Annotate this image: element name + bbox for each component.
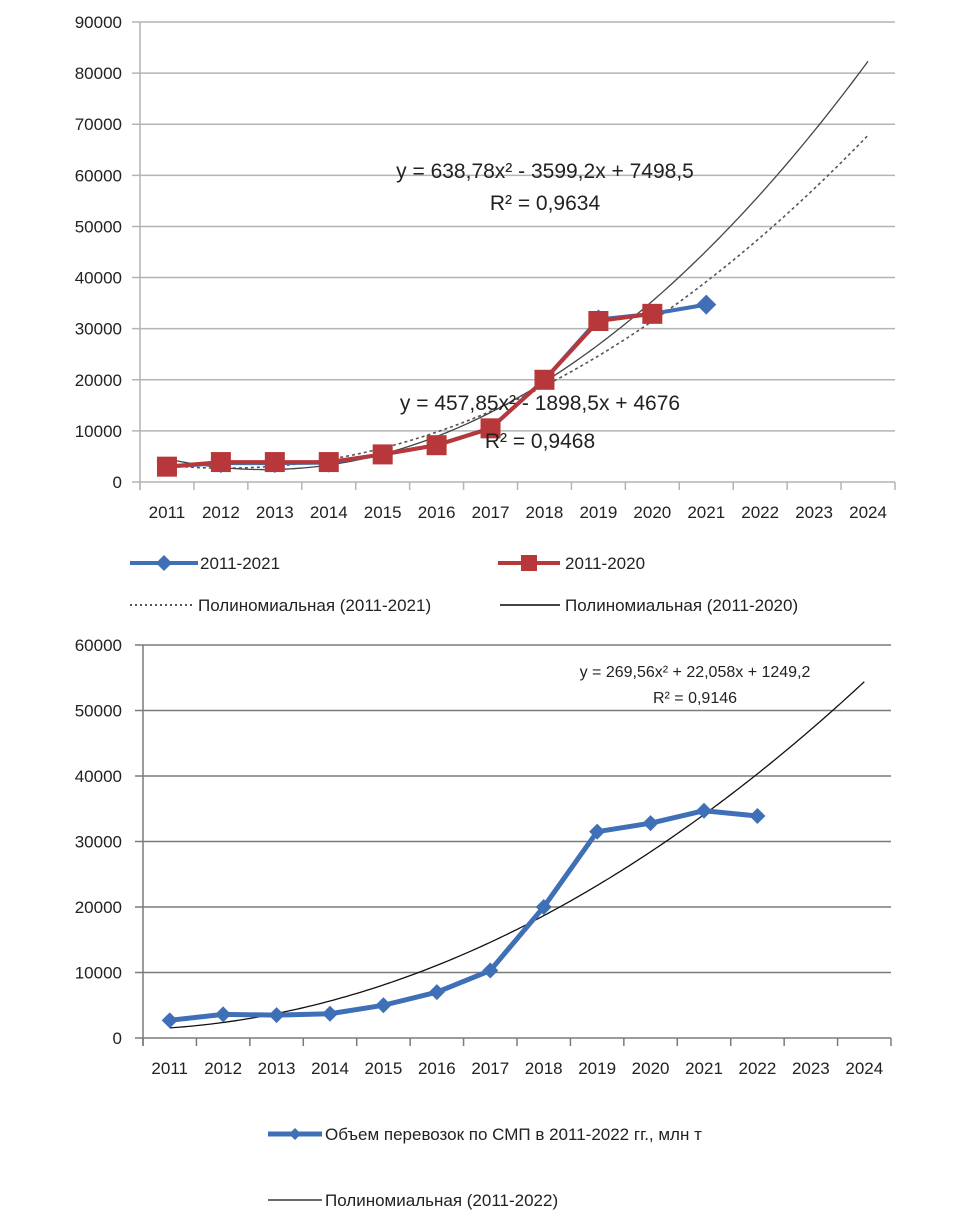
x-tick-label: 2014 [311, 1059, 349, 1078]
legend-swatch-marker [156, 555, 172, 571]
legend-item: 2011-2020 [498, 554, 645, 573]
legend-item: Объем перевозок по СМП в 2011-2022 гг., … [268, 1125, 702, 1144]
y-tick-label: 50000 [75, 217, 122, 236]
x-tick-label: 2021 [687, 503, 725, 522]
x-tick-label: 2022 [741, 503, 779, 522]
x-tick-label: 2016 [418, 503, 456, 522]
x-tick-label: 2015 [365, 1059, 403, 1078]
data-point-marker [318, 452, 339, 473]
trendline-equation: y = 269,56x² + 22,058x + 1249,2 [580, 664, 811, 681]
legend-label: 2011-2021 [200, 554, 280, 573]
x-tick-label: 2022 [739, 1059, 777, 1078]
data-point-marker [535, 899, 552, 915]
x-tick-label: 2020 [632, 1059, 670, 1078]
legend-label: Полиномиальная (2011-2022) [325, 1191, 558, 1210]
trendline-r-squared: R² = 0,9146 [653, 690, 737, 707]
legend-item: 2011-2021 [130, 554, 280, 573]
y-tick-label: 20000 [75, 898, 122, 917]
data-point-marker [480, 418, 501, 439]
x-tick-label: 2018 [526, 503, 564, 522]
legend-swatch-marker [289, 1128, 301, 1140]
data-point-marker [696, 802, 712, 819]
data-point-marker [642, 815, 659, 832]
x-tick-label: 2014 [310, 503, 348, 522]
y-tick-label: 10000 [75, 964, 122, 983]
data-point-marker [426, 435, 447, 456]
x-tick-label: 2015 [364, 503, 402, 522]
series-line [169, 808, 758, 1023]
data-point-marker [322, 1005, 338, 1022]
trendline [169, 681, 865, 1029]
legend-item: Полиномиальная (2011-2022) [268, 1191, 558, 1210]
trendline-r-squared: R² = 0,9634 [490, 192, 601, 215]
y-tick-label: 10000 [75, 422, 122, 441]
data-point-marker [375, 997, 392, 1014]
data-point-marker [264, 452, 285, 473]
data-point-marker [428, 984, 445, 1001]
data-point-marker [749, 807, 766, 824]
legend-swatch-marker [521, 555, 537, 571]
data-point-marker [372, 444, 393, 465]
data-point-marker [156, 456, 177, 477]
x-tick-label: 2011 [151, 1059, 188, 1078]
legend-label: Объем перевозок по СМП в 2011-2022 гг., … [325, 1125, 702, 1144]
data-point-marker [161, 1012, 178, 1029]
x-tick-label: 2011 [149, 503, 186, 522]
data-point-marker [482, 962, 499, 979]
data-point-marker [534, 369, 555, 390]
x-tick-label: 2024 [849, 503, 887, 522]
x-tick-label: 2018 [525, 1059, 563, 1078]
x-tick-label: 2012 [202, 503, 240, 522]
x-tick-label: 2013 [256, 503, 294, 522]
trendline-equation: y = 457,85x² - 1898,5x + 4676 [400, 392, 680, 415]
x-tick-label: 2012 [204, 1059, 242, 1078]
data-point-marker [215, 1006, 232, 1023]
x-tick-label: 2013 [258, 1059, 296, 1078]
trendline-r-squared: R² = 0,9468 [485, 430, 595, 453]
x-tick-label: 2023 [795, 503, 833, 522]
trendline-equation: y = 638,78x² - 3599,2x + 7498,5 [396, 160, 694, 183]
y-tick-label: 80000 [75, 64, 122, 83]
y-tick-label: 90000 [75, 13, 122, 32]
x-tick-label: 2017 [471, 1059, 509, 1078]
x-tick-label: 2023 [792, 1059, 830, 1078]
y-tick-label: 20000 [75, 371, 122, 390]
data-point-marker [210, 452, 231, 473]
x-tick-label: 2019 [578, 1059, 616, 1078]
y-tick-label: 60000 [75, 166, 122, 185]
y-tick-label: 60000 [75, 636, 122, 655]
legend-item: Полиномиальная (2011-2020) [500, 596, 798, 615]
trendline [166, 134, 869, 469]
x-tick-label: 2021 [685, 1059, 723, 1078]
data-point-marker [589, 823, 606, 840]
series-line [166, 311, 653, 469]
y-tick-label: 0 [113, 1029, 122, 1048]
data-point-marker [268, 1007, 285, 1024]
y-tick-label: 70000 [75, 115, 122, 134]
legend-item: Полиномиальная (2011-2021) [130, 596, 431, 615]
y-tick-label: 50000 [75, 702, 122, 721]
x-tick-label: 2016 [418, 1059, 456, 1078]
y-tick-label: 0 [113, 473, 122, 492]
data-point-marker [696, 294, 717, 315]
legend-label: Полиномиальная (2011-2020) [565, 596, 798, 615]
x-tick-label: 2017 [472, 503, 510, 522]
legend-label: 2011-2020 [565, 554, 645, 573]
x-tick-label: 2019 [579, 503, 617, 522]
y-tick-label: 40000 [75, 269, 122, 288]
y-tick-label: 30000 [75, 833, 122, 852]
top-chart: 0 10000 20000 30000 40000 50000 60000 70000 8000… [75, 13, 896, 615]
y-tick-label: 40000 [75, 767, 122, 786]
data-point-marker [642, 303, 663, 324]
legend-label: Полиномиальная (2011-2021) [198, 596, 431, 615]
y-tick-label: 30000 [75, 320, 122, 339]
data-point-marker [588, 311, 609, 331]
x-tick-label: 2020 [633, 503, 671, 522]
x-tick-label: 2024 [845, 1059, 883, 1078]
bottom-chart: 0 10000 20000 30000 40000 50000 60000 2011 2012 2… [75, 636, 892, 1210]
